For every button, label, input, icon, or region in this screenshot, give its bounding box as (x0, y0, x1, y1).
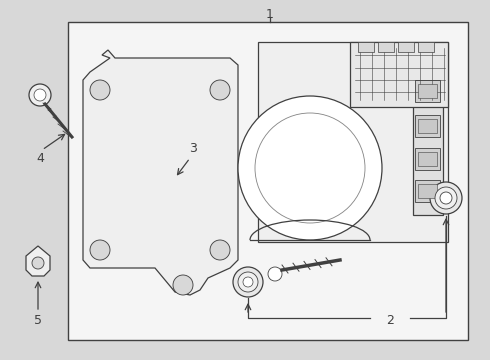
Bar (378, 42, 394, 52)
Text: 2: 2 (386, 314, 394, 327)
Bar (418, 184, 437, 198)
Bar (418, 84, 437, 98)
Circle shape (90, 80, 110, 100)
Circle shape (238, 272, 258, 292)
Text: 1: 1 (266, 8, 274, 21)
Bar (418, 42, 434, 52)
Bar (68, 22, 468, 340)
Circle shape (430, 182, 462, 214)
Circle shape (238, 96, 382, 240)
Circle shape (34, 89, 46, 101)
Circle shape (32, 257, 44, 269)
Text: 4: 4 (36, 152, 44, 165)
Polygon shape (83, 50, 238, 295)
Circle shape (210, 240, 230, 260)
Polygon shape (26, 246, 50, 276)
Bar (398, 42, 414, 52)
Circle shape (435, 187, 457, 209)
Bar (358, 42, 374, 52)
Circle shape (233, 267, 263, 297)
Bar (418, 119, 437, 133)
Circle shape (90, 240, 110, 260)
Circle shape (29, 84, 51, 106)
Bar (415, 115, 440, 137)
Bar (415, 180, 440, 202)
Bar (415, 80, 440, 102)
Bar (350, 42, 448, 107)
Circle shape (210, 80, 230, 100)
Bar (258, 42, 448, 242)
Bar (415, 148, 440, 170)
Circle shape (440, 192, 452, 204)
Bar (413, 75, 443, 215)
Circle shape (173, 275, 193, 295)
Circle shape (243, 277, 253, 287)
Text: 3: 3 (189, 141, 197, 154)
Bar (418, 152, 437, 166)
Circle shape (255, 113, 365, 223)
Text: 5: 5 (34, 314, 42, 327)
Circle shape (268, 267, 282, 281)
